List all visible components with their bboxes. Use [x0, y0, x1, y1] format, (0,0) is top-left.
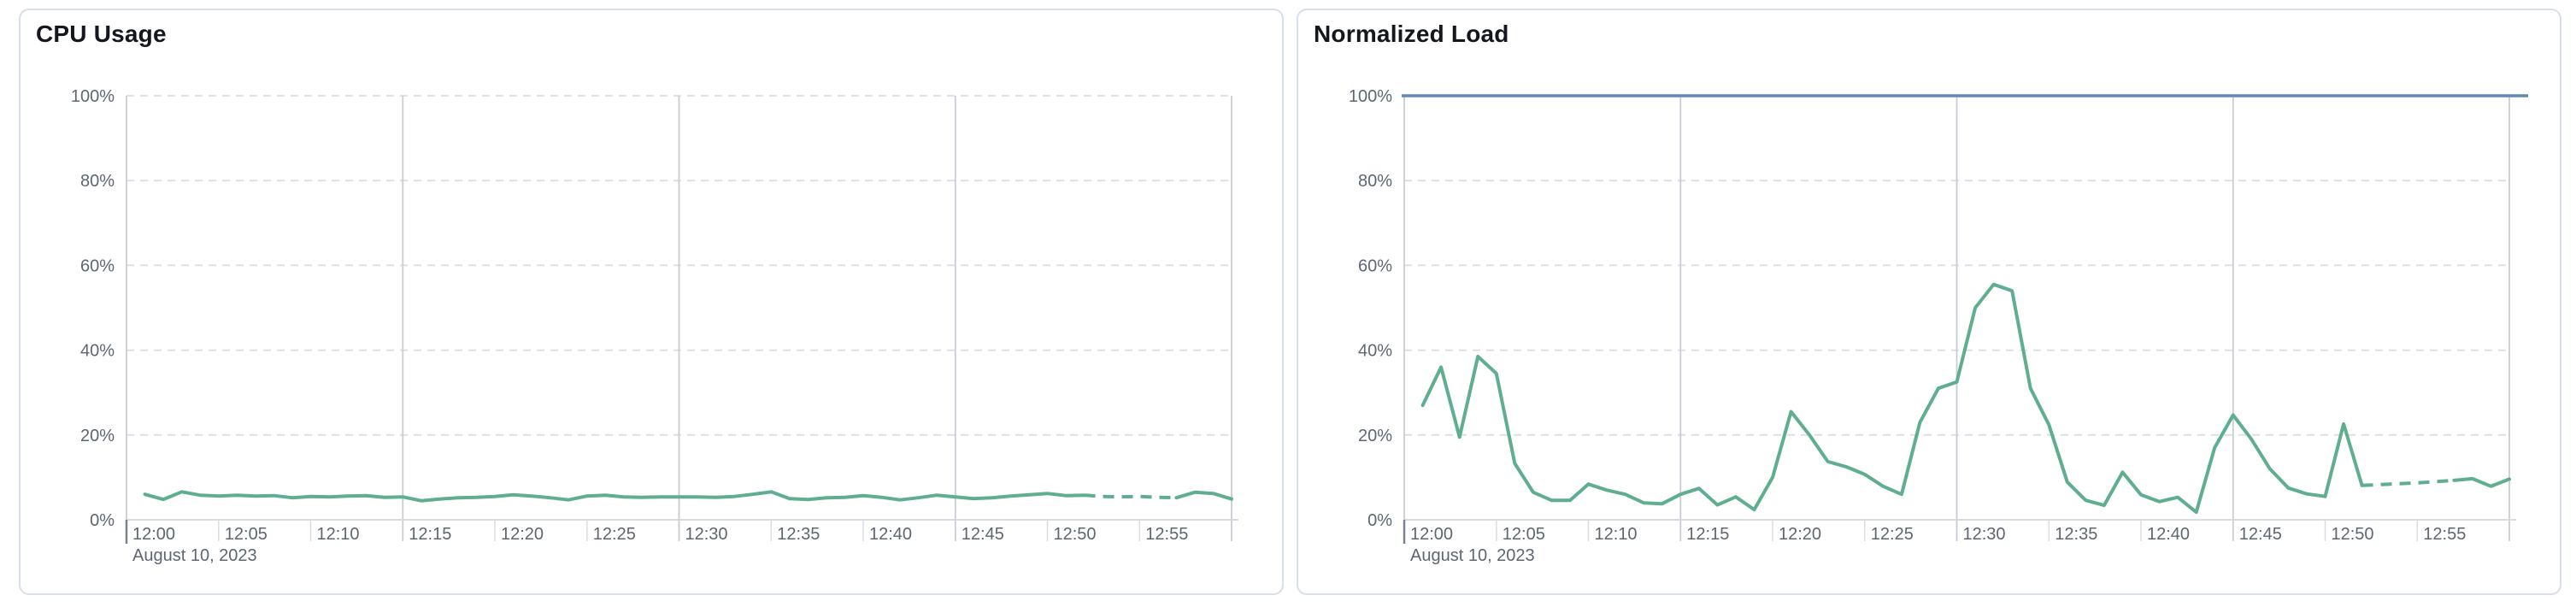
- svg-text:12:05: 12:05: [225, 525, 268, 544]
- svg-text:12:30: 12:30: [1963, 525, 2006, 544]
- svg-text:60%: 60%: [1358, 256, 1392, 275]
- cpu-usage-chart[interactable]: 0%20%40%60%80%100%12:00 12:05 12:10 12:15 12…: [21, 10, 1282, 593]
- svg-text:12:05: 12:05: [1503, 525, 1545, 544]
- cpu-usage-line-tail: [1174, 490, 1233, 501]
- svg-text:60%: 60%: [80, 256, 115, 275]
- svg-text:12:15: 12:15: [1686, 525, 1729, 544]
- cpu-usage-series: [143, 490, 1233, 503]
- svg-text:12:25: 12:25: [593, 525, 636, 544]
- cpu-usage-panel: CPU Usage 0% 20% 40% 60% 80% 100% 12:00 12:05 12…: [19, 9, 1284, 595]
- cpu-usage-line-dashed: [1084, 493, 1177, 500]
- normalized-load-line-solid: [1420, 282, 2364, 515]
- svg-text:12:45: 12:45: [962, 525, 1004, 544]
- normalized-load-line-tail: [2452, 476, 2511, 488]
- vertical-gridlines: [126, 96, 1232, 541]
- cpu-usage-line-solid: [143, 490, 1086, 503]
- svg-text:40%: 40%: [80, 342, 115, 361]
- svg-text:80%: 80%: [1358, 172, 1392, 191]
- date-label: August 10, 2023: [1410, 546, 1535, 565]
- svg-text:12:30: 12:30: [685, 525, 728, 544]
- svg-text:12:40: 12:40: [869, 525, 912, 544]
- svg-text:12:50: 12:50: [1054, 525, 1097, 544]
- svg-text:12:10: 12:10: [317, 525, 360, 544]
- svg-text:12:35: 12:35: [777, 525, 820, 544]
- normalized-load-chart[interactable]: 0%20%40%60%80%100%12:00 12:05 12:10 12:15 12…: [1298, 10, 2560, 593]
- y-axis-labels: 0% 20% 40% 60% 80% 100%: [1349, 87, 1392, 530]
- normalized-load-line-dashed: [2361, 478, 2455, 487]
- date-label: August 10, 2023: [132, 546, 257, 565]
- svg-text:20%: 20%: [80, 427, 115, 445]
- svg-text:12:15: 12:15: [409, 525, 451, 544]
- panel-title-normalized-load: Normalized Load: [1314, 21, 1509, 47]
- svg-text:40%: 40%: [1358, 342, 1392, 361]
- svg-text:12:00: 12:00: [1410, 525, 1453, 544]
- y-axis-labels: 0% 20% 40% 60% 80% 100%: [71, 87, 115, 530]
- svg-text:12:25: 12:25: [1871, 525, 1914, 544]
- svg-text:80%: 80%: [80, 172, 115, 191]
- svg-text:12:00: 12:00: [132, 525, 175, 544]
- svg-text:12:55: 12:55: [1145, 525, 1188, 544]
- x-axis-labels: 12:00 12:05 12:10 12:15 12:20 12:25 12:30 12:35…: [132, 525, 1188, 565]
- x-axis-ticks: [125, 520, 1141, 544]
- svg-text:0%: 0%: [1367, 511, 1392, 530]
- svg-text:12:40: 12:40: [2147, 525, 2190, 544]
- svg-text:100%: 100%: [1349, 87, 1392, 106]
- normalized-load-panel: Normalized Load 0% 20% 40% 60% 80% 100% 12:00 1…: [1297, 9, 2561, 595]
- svg-text:12:20: 12:20: [501, 525, 544, 544]
- svg-text:12:50: 12:50: [2332, 525, 2374, 544]
- svg-text:0%: 0%: [90, 511, 115, 530]
- svg-text:12:55: 12:55: [2423, 525, 2466, 544]
- svg-text:20%: 20%: [1358, 427, 1392, 445]
- svg-text:12:10: 12:10: [1595, 525, 1638, 544]
- svg-text:12:45: 12:45: [2239, 525, 2282, 544]
- svg-text:100%: 100%: [71, 87, 115, 106]
- svg-text:12:20: 12:20: [1779, 525, 1821, 544]
- normalized-load-series: [1420, 282, 2511, 515]
- x-axis-ticks: [1403, 520, 2419, 544]
- svg-text:12:35: 12:35: [2055, 525, 2097, 544]
- x-axis-labels: 12:00 12:05 12:10 12:15 12:20 12:25 12:30 12:35…: [1410, 525, 2466, 565]
- vertical-gridlines: [1403, 96, 2510, 541]
- panel-title-cpu-usage: CPU Usage: [36, 21, 167, 47]
